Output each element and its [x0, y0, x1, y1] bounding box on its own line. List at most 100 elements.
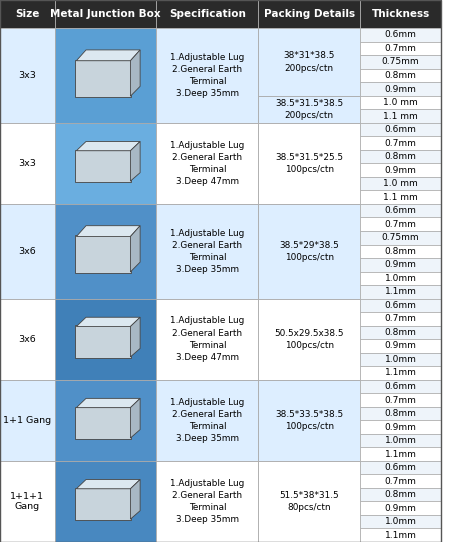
Bar [360, 137, 441, 150]
Text: 0.9mm: 0.9mm [384, 260, 417, 269]
Bar [156, 461, 258, 542]
Text: 1+1+1
Gang: 1+1+1 Gang [10, 492, 44, 511]
Bar [360, 244, 441, 258]
Text: 0.9mm: 0.9mm [384, 341, 417, 351]
Text: 38.5*29*38.5
100pcs/ctn: 38.5*29*38.5 100pcs/ctn [279, 241, 339, 262]
Text: 1.Adjustable Lug
2.General Earth
Terminal
3.Deep 35mm: 1.Adjustable Lug 2.General Earth Termina… [170, 479, 245, 524]
Bar [156, 123, 258, 204]
Text: 0.8mm: 0.8mm [384, 71, 417, 80]
FancyBboxPatch shape [75, 488, 131, 520]
Bar [360, 272, 441, 285]
Bar [156, 204, 258, 299]
Polygon shape [130, 225, 140, 272]
Text: 0.9mm: 0.9mm [384, 504, 417, 513]
Bar [258, 123, 360, 204]
Text: 1.1mm: 1.1mm [384, 287, 417, 296]
Bar [360, 353, 441, 366]
Polygon shape [76, 225, 140, 236]
Text: 50.5x29.5x38.5
100pcs/ctn: 50.5x29.5x38.5 100pcs/ctn [274, 328, 344, 350]
Bar [360, 28, 441, 42]
Text: 1.1mm: 1.1mm [384, 531, 417, 540]
Bar [360, 163, 441, 177]
Bar [360, 488, 441, 501]
Text: 0.9mm: 0.9mm [384, 166, 417, 175]
Text: 0.6mm: 0.6mm [384, 125, 417, 134]
Text: 38.5*31.5*25.5
100pcs/ctn: 38.5*31.5*25.5 100pcs/ctn [275, 153, 343, 174]
Bar [360, 420, 441, 434]
Bar [156, 28, 258, 123]
Text: 0.6mm: 0.6mm [384, 463, 417, 472]
Bar [360, 393, 441, 407]
Bar [55, 299, 156, 380]
FancyBboxPatch shape [75, 325, 131, 358]
Bar [360, 55, 441, 69]
Bar [258, 204, 360, 299]
Text: 0.9mm: 0.9mm [384, 423, 417, 431]
Bar [258, 96, 360, 123]
Text: 0.8mm: 0.8mm [384, 409, 417, 418]
Text: 0.8mm: 0.8mm [384, 247, 417, 256]
Bar [55, 28, 156, 123]
Bar [360, 407, 441, 420]
Bar [360, 501, 441, 515]
Text: 3x6: 3x6 [18, 247, 36, 256]
Bar [258, 299, 360, 380]
Bar [360, 528, 441, 542]
Text: 1.Adjustable Lug
2.General Earth
Terminal
3.Deep 47mm: 1.Adjustable Lug 2.General Earth Termina… [170, 141, 245, 186]
Bar [360, 109, 441, 123]
Bar [0, 461, 55, 542]
Text: 1.0mm: 1.0mm [384, 517, 417, 526]
Text: 1.0mm: 1.0mm [384, 436, 417, 445]
Text: 1.0 mm: 1.0 mm [383, 179, 418, 188]
Text: 0.75mm: 0.75mm [382, 233, 419, 242]
Bar [360, 258, 441, 272]
Bar [360, 0, 441, 28]
Polygon shape [130, 141, 140, 181]
Polygon shape [76, 480, 140, 489]
Bar [0, 28, 55, 123]
Bar [0, 0, 55, 28]
Polygon shape [130, 50, 140, 96]
Text: 0.7mm: 0.7mm [384, 44, 417, 53]
Text: 38.5*31.5*38.5
200pcs/ctn: 38.5*31.5*38.5 200pcs/ctn [275, 99, 343, 120]
Bar [360, 82, 441, 96]
Text: 1.0 mm: 1.0 mm [383, 98, 418, 107]
Text: 1.1 mm: 1.1 mm [383, 193, 418, 202]
Bar [360, 380, 441, 393]
Text: 1.Adjustable Lug
2.General Earth
Terminal
3.Deep 35mm: 1.Adjustable Lug 2.General Earth Termina… [170, 53, 245, 98]
Polygon shape [130, 317, 140, 357]
Bar [55, 461, 156, 542]
Text: 0.8mm: 0.8mm [384, 328, 417, 337]
Bar [55, 204, 156, 299]
Bar [55, 0, 156, 28]
Bar [258, 461, 360, 542]
Bar [0, 204, 55, 299]
Text: Size: Size [15, 9, 39, 19]
Text: 38*31*38.5
200pcs/ctn: 38*31*38.5 200pcs/ctn [283, 51, 335, 73]
Text: 0.7mm: 0.7mm [384, 314, 417, 324]
Text: 0.8mm: 0.8mm [384, 490, 417, 499]
Bar [0, 380, 55, 461]
Bar [360, 312, 441, 326]
Bar [360, 190, 441, 204]
Bar [360, 204, 441, 217]
Polygon shape [76, 141, 140, 151]
Bar [55, 123, 156, 204]
Text: Specification: Specification [169, 9, 246, 19]
Bar [360, 150, 441, 163]
Bar [360, 447, 441, 461]
Polygon shape [76, 50, 140, 61]
Text: 1.1mm: 1.1mm [384, 450, 417, 459]
Text: 1.1 mm: 1.1 mm [383, 112, 418, 120]
Bar [258, 380, 360, 461]
Bar [360, 474, 441, 488]
Bar [360, 231, 441, 244]
Bar [360, 299, 441, 312]
Bar [156, 299, 258, 380]
Text: 1.0mm: 1.0mm [384, 355, 417, 364]
Bar [0, 123, 55, 204]
FancyBboxPatch shape [75, 406, 131, 439]
Text: 38.5*33.5*38.5
100pcs/ctn: 38.5*33.5*38.5 100pcs/ctn [275, 410, 343, 431]
Polygon shape [76, 317, 140, 326]
Bar [156, 0, 258, 28]
